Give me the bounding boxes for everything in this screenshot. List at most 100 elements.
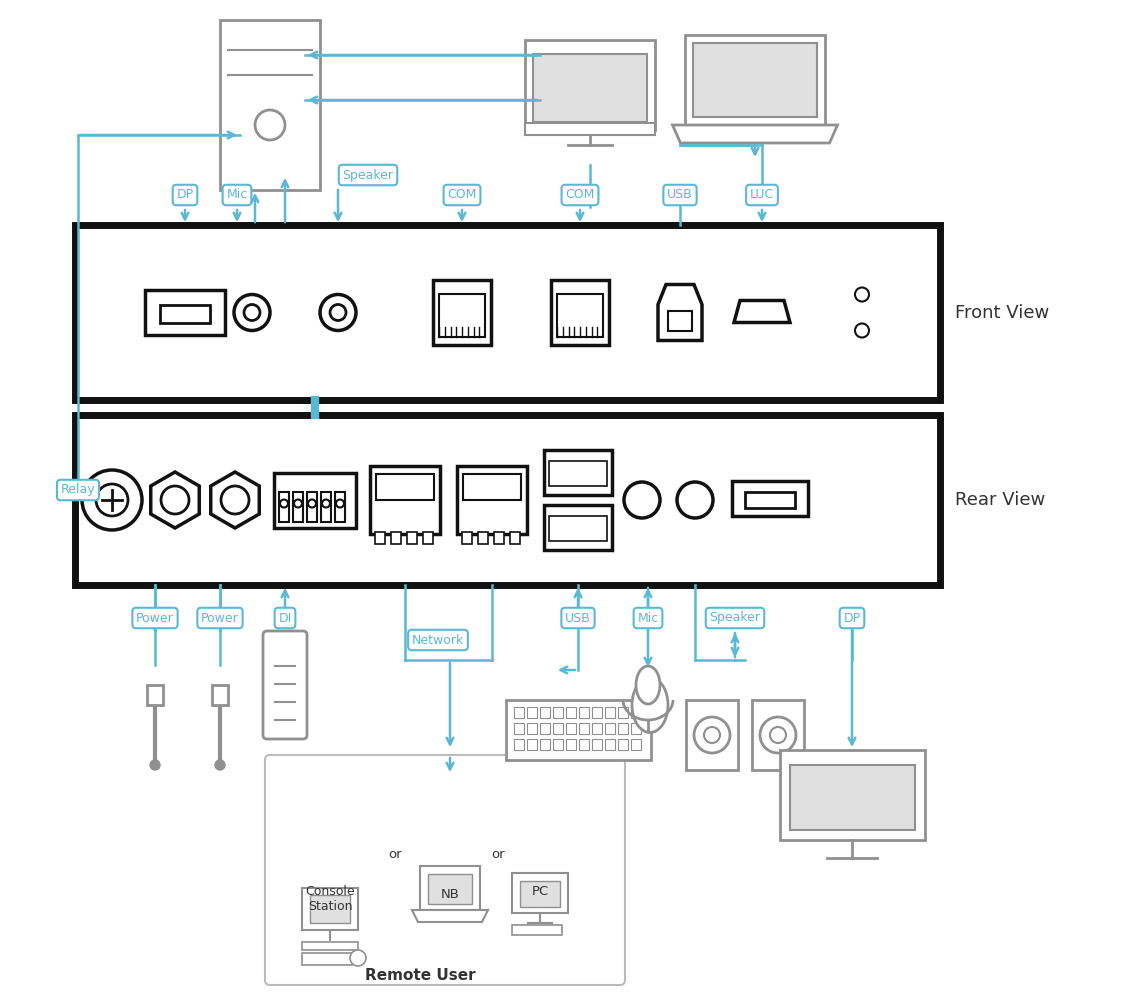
- Circle shape: [320, 294, 356, 330]
- Bar: [592, 707, 602, 718]
- Bar: [423, 532, 433, 544]
- Bar: [512, 925, 562, 935]
- Bar: [790, 765, 914, 830]
- Circle shape: [255, 110, 285, 140]
- Bar: [604, 739, 614, 750]
- Bar: [391, 532, 401, 544]
- Polygon shape: [150, 472, 200, 528]
- Bar: [274, 472, 356, 528]
- Bar: [513, 739, 523, 750]
- Text: PC: PC: [531, 885, 548, 898]
- Polygon shape: [734, 300, 790, 322]
- Bar: [75, 225, 940, 400]
- Bar: [160, 304, 210, 322]
- Text: NB: NB: [440, 888, 459, 901]
- Bar: [553, 739, 562, 750]
- Bar: [526, 123, 656, 135]
- Text: Mic: Mic: [637, 611, 659, 624]
- Ellipse shape: [632, 678, 668, 733]
- Bar: [510, 532, 520, 544]
- Bar: [220, 20, 320, 190]
- Bar: [685, 35, 825, 125]
- Bar: [553, 723, 562, 734]
- Circle shape: [770, 727, 785, 743]
- Bar: [618, 723, 627, 734]
- Bar: [592, 739, 602, 750]
- Bar: [578, 707, 588, 718]
- Bar: [780, 750, 925, 840]
- Bar: [630, 739, 641, 750]
- Circle shape: [234, 294, 270, 330]
- Circle shape: [294, 500, 302, 508]
- Bar: [527, 707, 537, 718]
- Bar: [293, 491, 303, 522]
- Bar: [732, 481, 808, 516]
- FancyBboxPatch shape: [263, 631, 307, 739]
- Circle shape: [221, 486, 249, 514]
- Polygon shape: [211, 472, 259, 528]
- Bar: [520, 881, 560, 907]
- Text: Front View: Front View: [955, 303, 1049, 321]
- Circle shape: [705, 727, 720, 743]
- Bar: [686, 700, 738, 770]
- Circle shape: [677, 482, 712, 518]
- Circle shape: [215, 760, 225, 770]
- Bar: [526, 40, 656, 130]
- Bar: [539, 723, 549, 734]
- Circle shape: [624, 482, 660, 518]
- Text: Speaker: Speaker: [709, 611, 760, 624]
- Bar: [604, 707, 614, 718]
- Bar: [578, 723, 588, 734]
- Bar: [513, 723, 523, 734]
- Circle shape: [336, 500, 344, 508]
- Text: USB: USB: [667, 189, 693, 202]
- Bar: [335, 491, 345, 522]
- Circle shape: [96, 484, 128, 516]
- Bar: [752, 700, 804, 770]
- Bar: [544, 450, 612, 495]
- Text: Power: Power: [201, 611, 239, 624]
- Bar: [604, 723, 614, 734]
- Bar: [549, 461, 606, 486]
- Polygon shape: [658, 284, 702, 341]
- Circle shape: [855, 323, 869, 338]
- Bar: [592, 723, 602, 734]
- Bar: [513, 707, 523, 718]
- Bar: [544, 505, 612, 550]
- Bar: [534, 54, 648, 122]
- Bar: [302, 942, 358, 950]
- Bar: [553, 707, 562, 718]
- Bar: [512, 873, 568, 913]
- Bar: [310, 895, 350, 923]
- Bar: [565, 707, 576, 718]
- Bar: [630, 723, 641, 734]
- Text: or: or: [491, 849, 505, 862]
- Bar: [147, 685, 163, 705]
- Circle shape: [694, 717, 730, 753]
- Bar: [420, 866, 480, 910]
- Circle shape: [760, 717, 796, 753]
- Circle shape: [308, 500, 316, 508]
- Circle shape: [350, 950, 366, 966]
- Ellipse shape: [636, 666, 660, 704]
- Bar: [145, 289, 225, 335]
- Text: DP: DP: [177, 189, 194, 202]
- FancyBboxPatch shape: [264, 755, 625, 985]
- Text: or: or: [389, 849, 401, 862]
- Polygon shape: [412, 910, 488, 922]
- Text: Rear View: Rear View: [955, 491, 1045, 509]
- Bar: [527, 739, 537, 750]
- Circle shape: [321, 500, 329, 508]
- Text: USB: USB: [565, 611, 591, 624]
- Circle shape: [82, 470, 142, 530]
- Text: Speaker: Speaker: [342, 169, 393, 182]
- Bar: [565, 723, 576, 734]
- Text: DI: DI: [278, 611, 292, 624]
- Text: Remote User: Remote User: [365, 967, 475, 982]
- Circle shape: [150, 760, 160, 770]
- Text: Power: Power: [136, 611, 174, 624]
- Text: LUC: LUC: [750, 189, 774, 202]
- Text: Network: Network: [412, 633, 464, 646]
- Bar: [565, 739, 576, 750]
- Bar: [375, 532, 385, 544]
